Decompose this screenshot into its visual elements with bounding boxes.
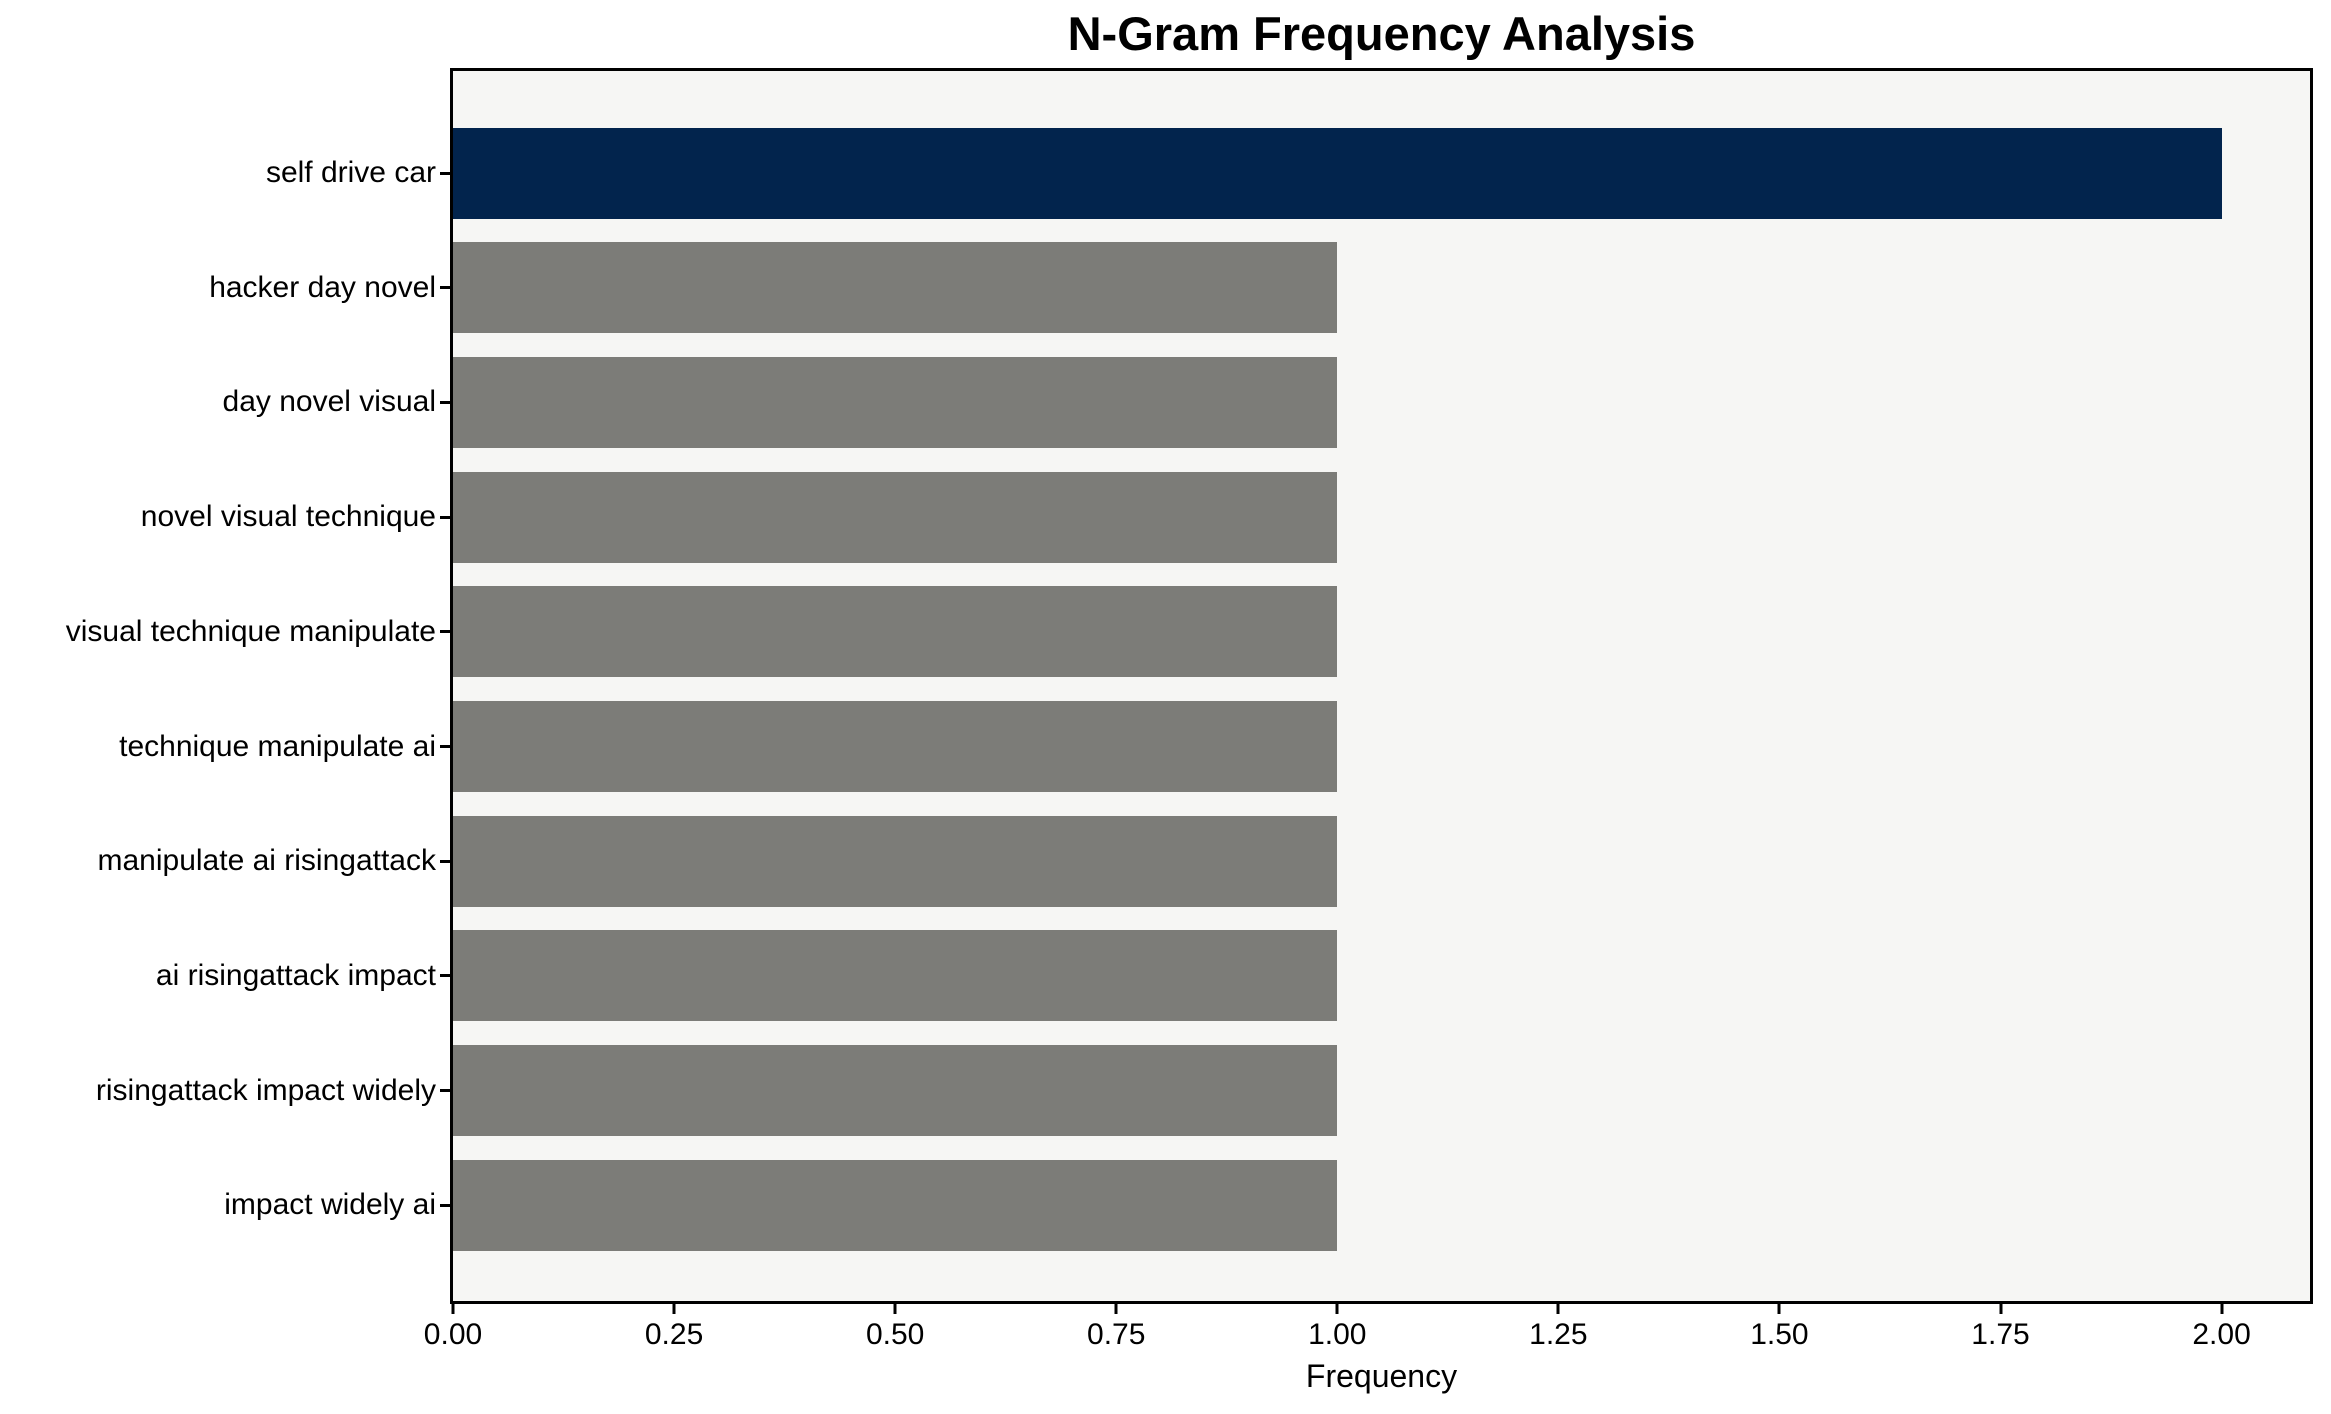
y-tick-novel-visual-technique <box>440 515 450 519</box>
bar-manipulate-ai-risingattack <box>453 815 1338 907</box>
y-tick-label-manipulate-ai-risingattack: manipulate ai risingattack <box>97 844 436 878</box>
y-tick-ai-risingattack-impact <box>440 974 450 978</box>
y-tick-label-day-novel-visual: day novel visual <box>222 385 436 419</box>
x-tick-label-1.00: 1.00 <box>1308 1318 1367 1351</box>
x-tick-label-1.75: 1.75 <box>1971 1318 2030 1351</box>
bar-day-novel-visual <box>453 356 1338 448</box>
y-tick-label-self-drive-car: self drive car <box>265 156 436 189</box>
bar-risingattack-impact-widely <box>453 1045 1338 1137</box>
x-tick-1.00 <box>1335 1304 1339 1314</box>
y-tick-label-impact-widely-ai: impact widely ai <box>224 1188 436 1222</box>
bar-self-drive-car <box>453 127 2222 219</box>
x-tick-label-0.25: 0.25 <box>644 1318 704 1351</box>
bar-technique-manipulate-ai <box>453 701 1338 792</box>
y-tick-impact-widely-ai <box>440 1203 450 1207</box>
x-axis: 0.00 0.25 0.50 0.75 1.00 1.25 1.50 1.75 2.00 <box>424 1304 2310 1364</box>
y-tick-label-ai-risingattack-impact: ai risingattack impact <box>155 958 436 992</box>
y-tick-self-drive-car <box>440 171 450 175</box>
y-tick-day-novel-visual <box>440 400 450 404</box>
y-tick-label-hacker-day-novel: hacker day novel <box>209 270 436 304</box>
x-tick-label-0.75: 0.75 <box>1087 1318 1146 1351</box>
x-tick-0.75 <box>1114 1304 1118 1314</box>
x-tick-1.25 <box>1556 1304 1560 1314</box>
chart-title: N-Gram Frequency Analysis <box>1067 7 1696 60</box>
bar-novel-visual-technique <box>453 471 1338 563</box>
y-tick-label-technique-manipulate-ai: technique manipulate ai <box>119 729 436 763</box>
y-tick-visual-technique-manipulate <box>440 630 450 634</box>
bar-hacker-day-novel <box>453 242 1338 334</box>
x-tick-1.75 <box>1999 1304 2002 1314</box>
x-axis-title: Frequency <box>1305 1358 1458 1394</box>
x-tick-label-1.50: 1.50 <box>1750 1318 1809 1351</box>
x-tick-0.25 <box>672 1304 676 1314</box>
x-tick-2.00 <box>2220 1304 2224 1314</box>
x-tick-1.50 <box>1777 1304 1781 1314</box>
x-tick-0.00 <box>451 1304 455 1314</box>
y-tick-technique-manipulate-ai <box>440 745 450 748</box>
y-tick-label-risingattack-impact-widely: risingattack impact widely <box>95 1073 436 1107</box>
y-tick-risingattack-impact-widely <box>440 1089 450 1093</box>
y-tick-hacker-day-novel <box>440 286 450 290</box>
x-tick-label-2.00: 2.00 <box>2192 1318 2251 1351</box>
bar-ai-risingattack-impact <box>453 930 1338 1022</box>
y-tick-manipulate-ai-risingattack <box>440 859 450 863</box>
x-tick-0.50 <box>893 1304 897 1314</box>
bar-visual-technique-manipulate <box>453 586 1338 678</box>
y-tick-label-visual-technique-manipulate: visual technique manipulate <box>65 614 436 648</box>
x-tick-label-0.50: 0.50 <box>865 1318 925 1351</box>
bar-impact-widely-ai <box>453 1159 1338 1251</box>
x-tick-label-0.00: 0.00 <box>423 1318 483 1351</box>
x-tick-label-1.25: 1.25 <box>1529 1318 1588 1351</box>
y-tick-label-novel-visual-technique: novel visual technique <box>140 500 436 534</box>
plot-area <box>450 68 2313 1304</box>
